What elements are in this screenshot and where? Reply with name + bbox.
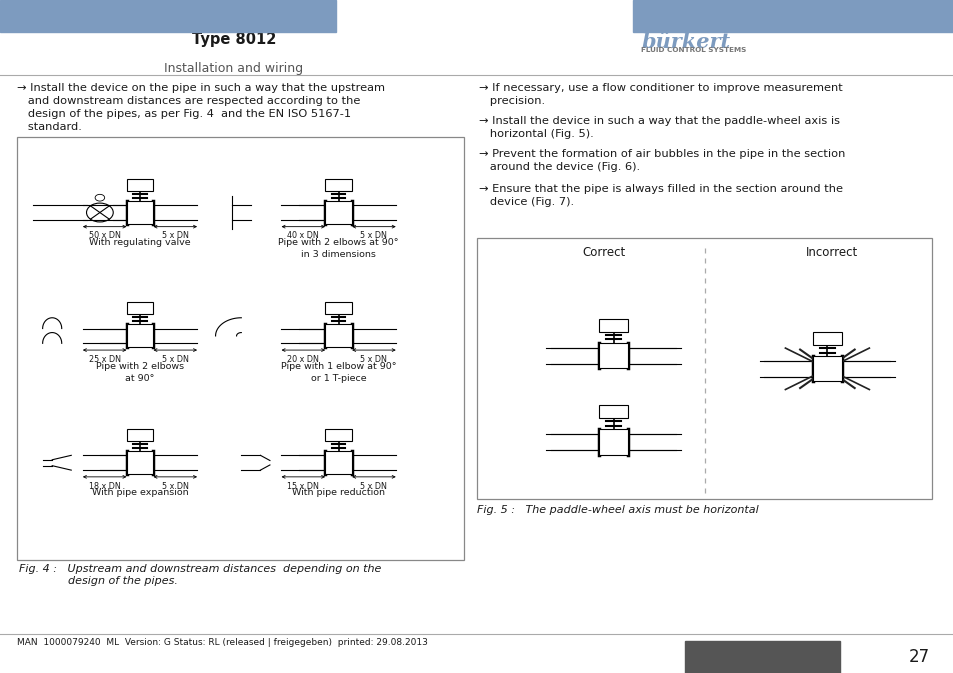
Text: bürkert: bürkert <box>640 32 729 52</box>
Bar <box>598 319 628 332</box>
Text: → Ensure that the pipe is always filled in the section around the
   device (Fig: → Ensure that the pipe is always filled … <box>478 184 842 207</box>
Bar <box>640 24 661 28</box>
Text: 25 x DN: 25 x DN <box>89 355 120 364</box>
Text: 5 x DN: 5 x DN <box>360 232 387 240</box>
Text: Pipe with 1 elbow at 90°: Pipe with 1 elbow at 90° <box>280 361 395 371</box>
Text: English: English <box>739 650 784 664</box>
Text: With pipe reduction: With pipe reduction <box>292 489 385 497</box>
Bar <box>325 452 352 474</box>
Text: Pipe with 2 elbows: Pipe with 2 elbows <box>96 361 184 371</box>
Bar <box>633 0 953 32</box>
Text: With regulating valve: With regulating valve <box>89 238 191 247</box>
Text: Correct: Correct <box>582 246 625 259</box>
Text: Pipe with 2 elbows at 90°: Pipe with 2 elbows at 90° <box>278 238 398 247</box>
Text: 40 x DN: 40 x DN <box>287 232 319 240</box>
Bar <box>598 405 628 418</box>
Bar <box>325 302 352 314</box>
Bar <box>325 179 352 191</box>
Text: at 90°: at 90° <box>125 374 154 383</box>
Text: → If necessary, use a flow conditioner to improve measurement
   precision.: → If necessary, use a flow conditioner t… <box>478 83 841 106</box>
Bar <box>325 429 352 441</box>
Bar <box>0 0 335 32</box>
Bar <box>127 201 153 224</box>
Text: in 3 dimensions: in 3 dimensions <box>301 250 375 259</box>
Bar <box>812 332 841 345</box>
Bar <box>812 356 841 382</box>
Text: → Install the device on the pipe in such a way that the upstream
   and downstre: → Install the device on the pipe in such… <box>17 83 385 133</box>
Text: → Prevent the formation of air bubbles in the pipe in the section
   around the : → Prevent the formation of air bubbles i… <box>478 149 844 172</box>
Text: 18 x DN: 18 x DN <box>89 482 120 491</box>
Bar <box>127 302 153 314</box>
Bar <box>598 429 628 454</box>
Bar <box>476 238 931 499</box>
Text: 5 x DN: 5 x DN <box>162 482 189 491</box>
Bar <box>127 452 153 474</box>
Text: → Install the device in such a way that the paddle-wheel axis is
   horizontal (: → Install the device in such a way that … <box>478 116 839 139</box>
Bar <box>17 137 463 560</box>
Text: 5 x DN: 5 x DN <box>162 355 189 364</box>
Text: MAN  1000079240  ML  Version: G Status: RL (released | freigegeben)  printed: 29: MAN 1000079240 ML Version: G Status: RL … <box>17 637 428 647</box>
Text: Type 8012: Type 8012 <box>192 32 275 47</box>
Bar <box>127 429 153 441</box>
Bar <box>325 324 352 347</box>
Bar <box>717 24 760 28</box>
Bar <box>667 24 717 28</box>
Text: FLUID CONTROL SYSTEMS: FLUID CONTROL SYSTEMS <box>640 47 745 53</box>
Text: 27: 27 <box>908 648 929 666</box>
Text: 5 x DN: 5 x DN <box>360 482 387 491</box>
Text: With pipe expansion: With pipe expansion <box>91 489 188 497</box>
Text: 20 x DN: 20 x DN <box>287 355 319 364</box>
Text: or 1 T-piece: or 1 T-piece <box>311 374 366 383</box>
Text: Fig. 4 :   Upstream and downstream distances  depending on the
              des: Fig. 4 : Upstream and downstream distanc… <box>19 564 381 586</box>
Text: 15 x DN: 15 x DN <box>287 482 319 491</box>
Bar <box>598 343 628 368</box>
Text: Installation and wiring: Installation and wiring <box>164 62 303 75</box>
Text: Fig. 5 :   The paddle-wheel axis must be horizontal: Fig. 5 : The paddle-wheel axis must be h… <box>476 505 758 515</box>
Bar <box>127 179 153 191</box>
Text: Incorrect: Incorrect <box>805 246 857 259</box>
Bar <box>696 24 710 28</box>
Bar <box>325 201 352 224</box>
Text: 5 x DN: 5 x DN <box>360 355 387 364</box>
Bar <box>684 641 839 673</box>
Text: 5 x DN: 5 x DN <box>162 232 189 240</box>
Bar <box>127 324 153 347</box>
Text: 50 x DN: 50 x DN <box>89 232 120 240</box>
